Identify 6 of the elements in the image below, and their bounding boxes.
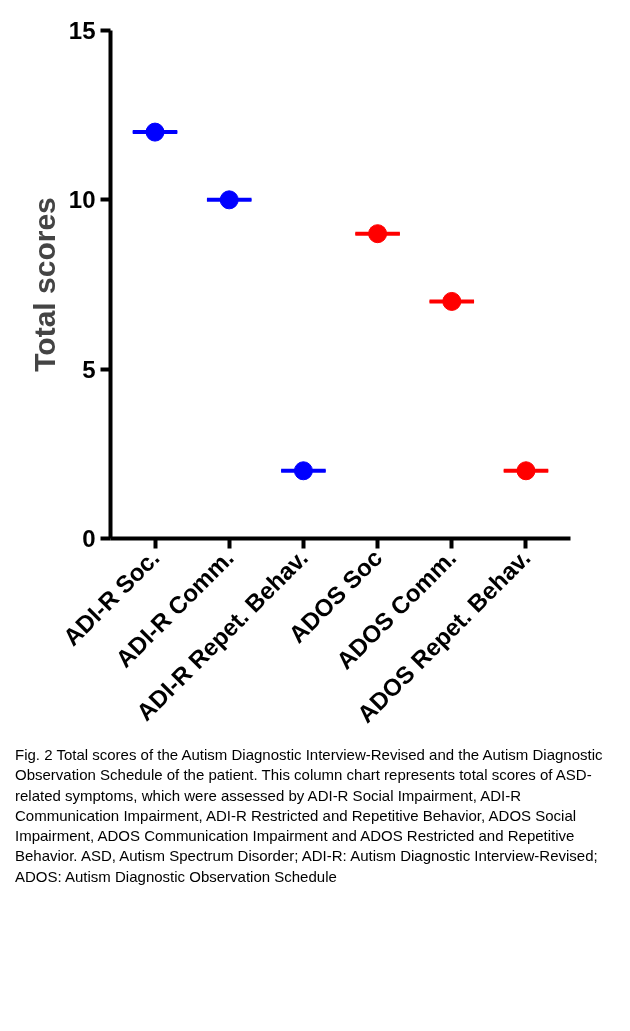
y-tick-label: 0 xyxy=(82,525,96,552)
y-tick-label: 5 xyxy=(82,355,96,383)
y-tick-label: 10 xyxy=(68,186,96,214)
caption: Fig. 2 Total scores of the Autism Diagnostic Interview-Revised and the Autism Diagnostic Observation Schedule of the patient. This column chart represents total scores of ASD-related symptoms, which were assessed by ADI-R Social Impairment, ADI-R Communication Impairment, ADI-R Restricted and Repetitive Behavior, ADOS Social Impairment, ADOS Communication Impairment and ADOS Restricted and Repetitive Behavior. ASD, Autism Spectrum Disorder; ADI-R: Autism Diagnostic Interview-Revised; ADOS: Autism Diagnostic Observation Schedule xyxy=(15,745,604,887)
y-tick-label: 15 xyxy=(68,17,96,44)
y-axis-title: Total scores xyxy=(27,197,61,372)
